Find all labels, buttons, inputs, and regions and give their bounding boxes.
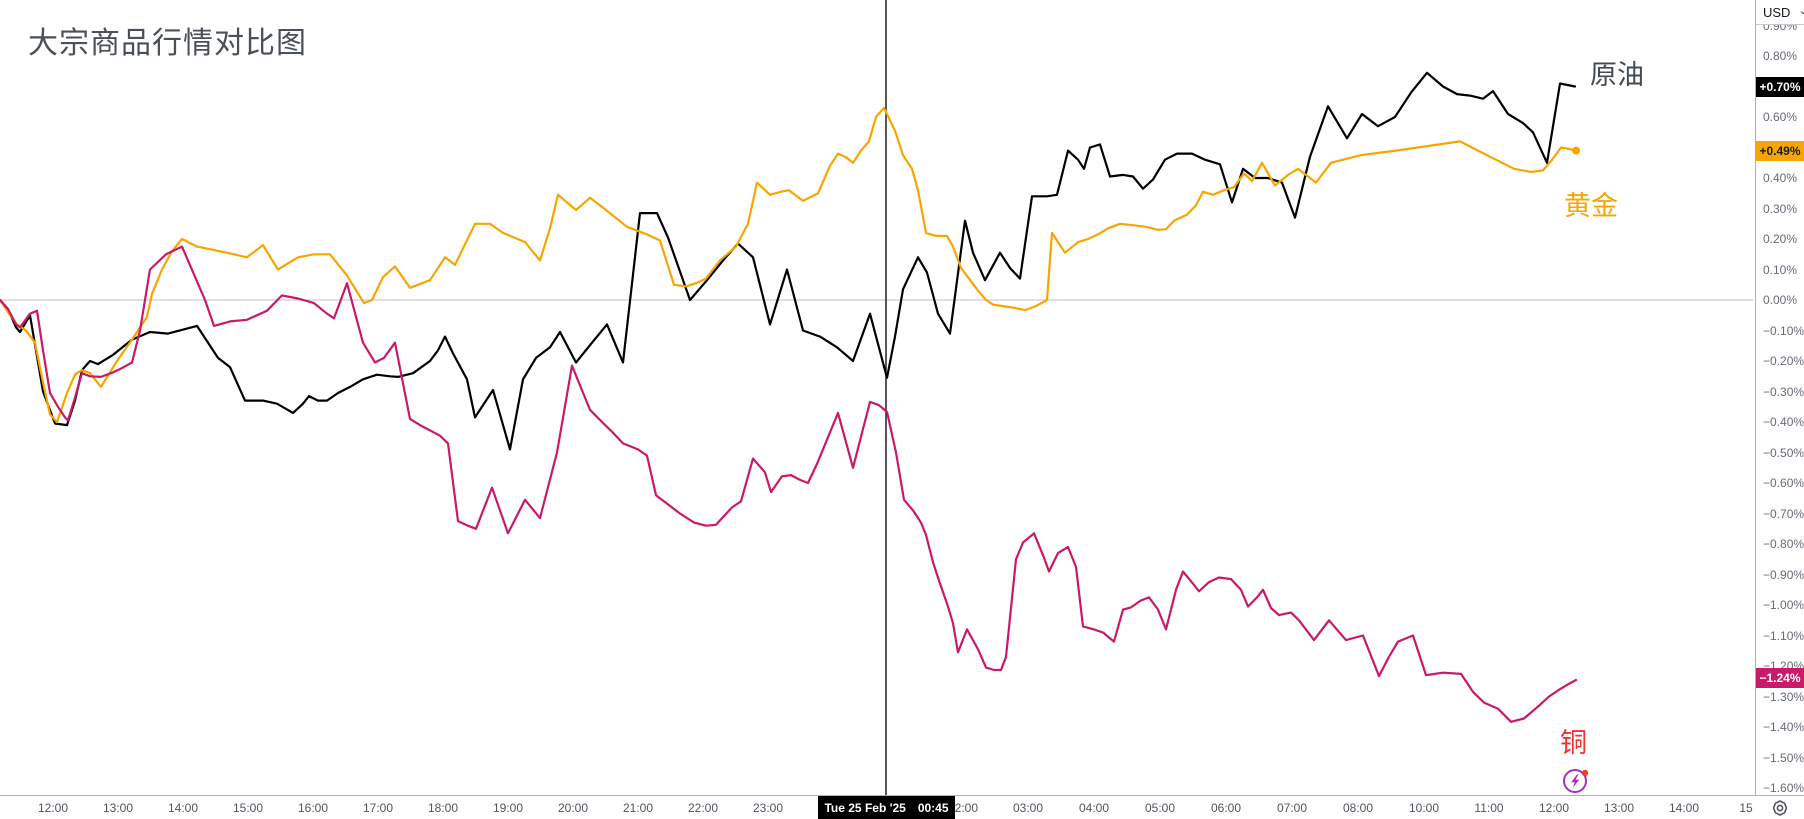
price-tick: 0.00%: [1763, 293, 1798, 307]
crosshair-time: 00:45: [917, 801, 949, 815]
price-tick: −1.00%: [1763, 598, 1804, 612]
time-tick: 05:00: [1144, 801, 1176, 815]
last-price-badge: +0.70%: [1756, 76, 1804, 97]
price-tick: 0.40%: [1763, 171, 1798, 185]
last-price-badge: +0.49%: [1756, 140, 1804, 161]
series-end-dot: [1572, 146, 1580, 155]
time-tick: 13:00: [102, 801, 134, 815]
gear-icon[interactable]: [1771, 799, 1789, 817]
series-line-0: [0, 71, 1577, 451]
price-tick: 0.30%: [1763, 201, 1798, 216]
price-tick: 0.10%: [1763, 262, 1798, 277]
currency-label: USD: [1763, 4, 1791, 20]
time-tick: 22:00: [687, 801, 719, 815]
price-tick: −1.50%: [1763, 750, 1804, 765]
time-tick: 20:00: [557, 801, 589, 815]
price-axis[interactable]: 0.90% 0.80% 0.60% 0.40% 0.30% 0.20% 0.10% 0.00%…: [1755, 0, 1804, 819]
time-tick: 18:00: [427, 801, 459, 815]
currency-selector[interactable]: USD ⌄: [1756, 0, 1804, 25]
price-tick: −0.60%: [1763, 476, 1804, 490]
price-tick: 0.60%: [1763, 110, 1798, 124]
time-axis[interactable]: 12:00 13:00 14:00 15:00 16:00 17:00 18:00 19:00…: [0, 795, 1804, 819]
price-tick: 0.20%: [1763, 232, 1798, 246]
series-label-crude-oil: 原油: [1590, 60, 1644, 90]
crosshair-time-badge: Tue 25 Feb '25 00:45: [818, 796, 955, 819]
series-line-2: [0, 245, 1578, 723]
time-tick: 19:00: [492, 801, 524, 815]
price-tick: −0.80%: [1763, 537, 1804, 551]
price-tick: −0.20%: [1763, 354, 1804, 368]
price-tick: −0.10%: [1763, 323, 1804, 338]
price-tick: −0.50%: [1763, 445, 1804, 460]
time-tick: 04:00: [1078, 801, 1110, 815]
time-tick: 23:00: [752, 801, 784, 815]
time-tick: 14:00: [1668, 801, 1700, 815]
chart-title: 大宗商品行情对比图: [28, 27, 307, 60]
price-tick: −0.30%: [1763, 384, 1804, 399]
last-price-badge: −1.24%: [1756, 668, 1804, 689]
price-tick: 0.80%: [1763, 49, 1798, 63]
time-tick: 16:00: [297, 801, 329, 815]
time-tick: 02:00: [947, 801, 979, 815]
time-tick: 21:00: [622, 801, 654, 815]
price-tick: −1.60%: [1763, 781, 1804, 795]
price-tick: −1.10%: [1763, 628, 1804, 643]
time-tick: 11:00: [1474, 801, 1504, 815]
price-tick: −0.70%: [1763, 506, 1804, 521]
price-tick: −0.40%: [1763, 415, 1804, 429]
time-tick: 14:00: [167, 801, 199, 815]
time-tick: 10:00: [1408, 801, 1440, 815]
time-tick: 06:00: [1210, 801, 1242, 815]
price-tick: −0.90%: [1763, 567, 1804, 582]
price-tick: −1.40%: [1763, 720, 1804, 734]
series-line-1: [0, 106, 1578, 424]
crosshair-date: Tue 25 Feb '25: [824, 801, 906, 815]
time-tick: 12:00: [1538, 801, 1570, 815]
time-tick: 15: [1739, 801, 1753, 815]
price-tick: −1.30%: [1763, 689, 1804, 704]
time-tick: 12:00: [37, 801, 69, 815]
series-label-copper: 铜: [1560, 728, 1587, 758]
chevron-down-icon: ⌄: [1798, 4, 1804, 17]
time-tick: 08:00: [1342, 801, 1374, 815]
time-tick: 17:00: [362, 801, 394, 815]
time-tick: 15:00: [232, 801, 264, 815]
series-label-gold: 黄金: [1564, 191, 1618, 221]
time-tick: 13:00: [1603, 801, 1635, 815]
lightning-circle-icon[interactable]: [1561, 766, 1591, 796]
time-tick: 03:00: [1012, 801, 1044, 815]
time-tick: 07:00: [1276, 801, 1308, 815]
